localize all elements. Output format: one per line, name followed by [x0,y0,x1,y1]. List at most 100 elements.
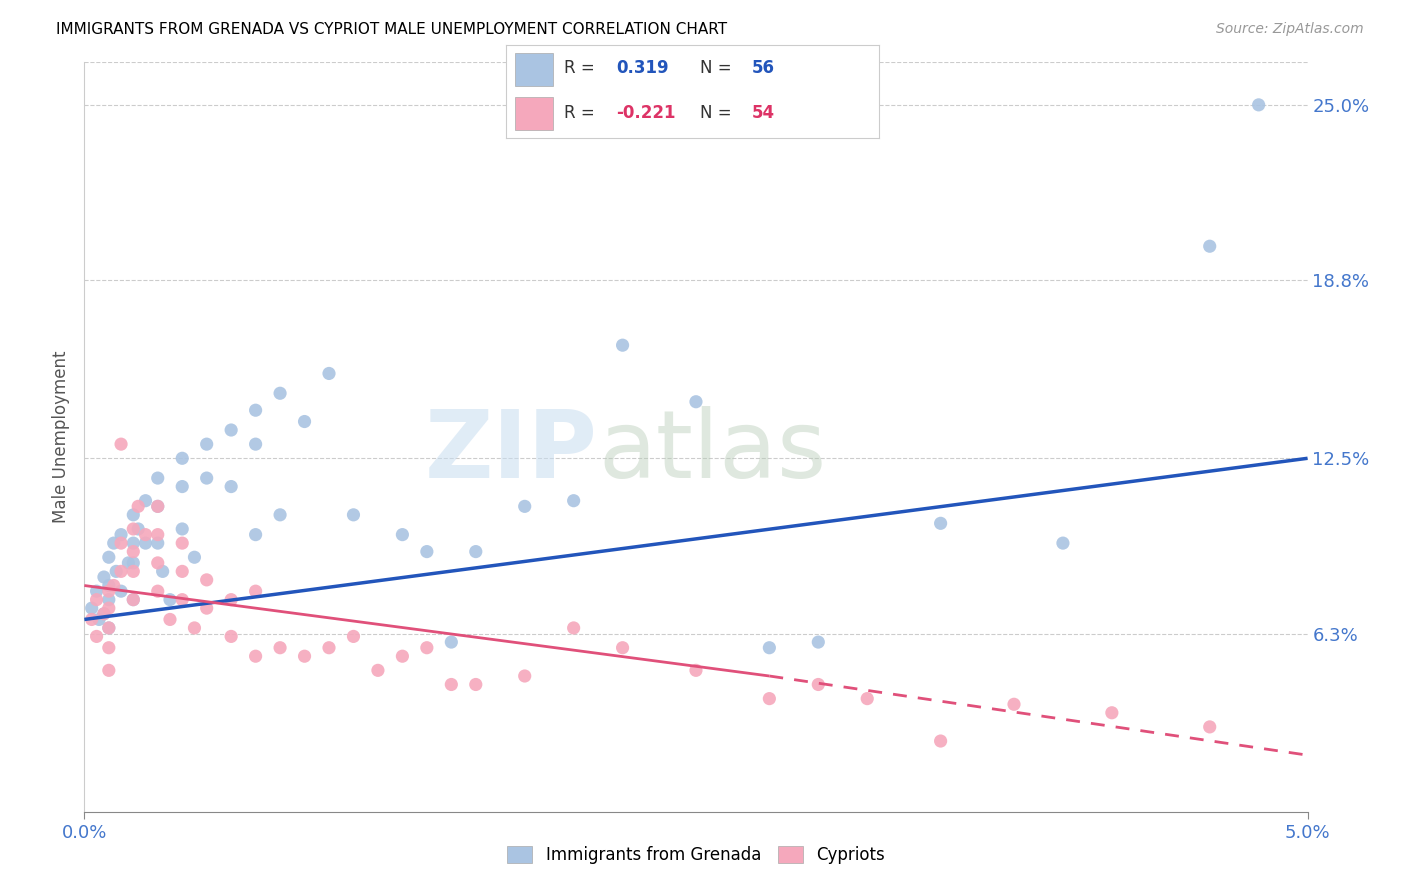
Point [195,573,218,587]
Point [146,471,169,485]
Point [93,607,115,621]
Point [146,500,169,514]
Point [807,635,830,649]
Point [391,649,413,664]
Text: 56: 56 [752,60,775,78]
Point [219,592,242,607]
Point [135,527,157,541]
Point [122,556,145,570]
Point [294,415,316,429]
Point [122,508,145,522]
Point [464,677,486,691]
Point [245,584,267,599]
Point [172,451,194,466]
Point [1198,239,1220,253]
Point [122,522,145,536]
Point [183,621,205,635]
Point [342,508,364,522]
Point [416,544,439,558]
Point [97,592,120,607]
Point [172,592,194,607]
Point [146,556,169,570]
Point [110,437,132,451]
Point [219,423,242,437]
Point [758,640,780,655]
Point [80,601,103,615]
Point [318,640,340,655]
FancyBboxPatch shape [516,97,553,130]
Point [110,565,132,579]
Point [122,565,145,579]
Point [135,493,157,508]
Point [117,556,139,570]
Point [122,592,145,607]
Point [97,578,120,592]
Point [391,527,413,541]
Point [110,527,132,541]
Text: atlas: atlas [598,406,827,498]
Point [1198,720,1220,734]
Point [245,527,267,541]
Point [80,612,103,626]
Point [1002,698,1025,712]
Point [110,536,132,550]
Legend: Immigrants from Grenada, Cypriots: Immigrants from Grenada, Cypriots [501,839,891,871]
Point [86,584,108,599]
Text: R =: R = [564,103,600,121]
Point [269,640,291,655]
Point [93,607,115,621]
Point [105,565,128,579]
Y-axis label: Male Unemployment: Male Unemployment [52,351,70,524]
Point [807,677,830,691]
Point [159,592,181,607]
Point [440,677,463,691]
Point [172,522,194,536]
Point [97,664,120,678]
Point [172,565,194,579]
Point [318,367,340,381]
Point [245,649,267,664]
Point [929,516,952,531]
Point [1101,706,1123,720]
Point [562,621,585,635]
Point [416,640,439,655]
Point [342,629,364,643]
Text: IMMIGRANTS FROM GRENADA VS CYPRIOT MALE UNEMPLOYMENT CORRELATION CHART: IMMIGRANTS FROM GRENADA VS CYPRIOT MALE … [56,22,727,37]
Point [513,500,536,514]
Point [562,493,585,508]
Text: R =: R = [564,60,600,78]
Point [127,500,149,514]
Text: Source: ZipAtlas.com: Source: ZipAtlas.com [1216,22,1364,37]
Point [195,601,218,615]
Point [86,592,108,607]
Point [122,592,145,607]
Point [195,437,218,451]
Point [97,601,120,615]
Point [219,629,242,643]
Point [269,386,291,401]
Point [97,621,120,635]
Point [110,584,132,599]
Point [122,536,145,550]
Point [135,536,157,550]
Point [103,578,125,592]
Point [97,640,120,655]
Point [97,584,120,599]
FancyBboxPatch shape [516,53,553,86]
Point [146,584,169,599]
Point [97,621,120,635]
Point [172,479,194,493]
Point [122,544,145,558]
Text: ZIP: ZIP [425,406,598,498]
Point [929,734,952,748]
Text: -0.221: -0.221 [616,103,675,121]
Point [1052,536,1074,550]
Point [195,471,218,485]
Point [103,536,125,550]
Point [183,550,205,565]
Point [245,437,267,451]
Point [86,629,108,643]
Point [87,612,110,626]
Point [294,649,316,664]
Point [612,640,634,655]
